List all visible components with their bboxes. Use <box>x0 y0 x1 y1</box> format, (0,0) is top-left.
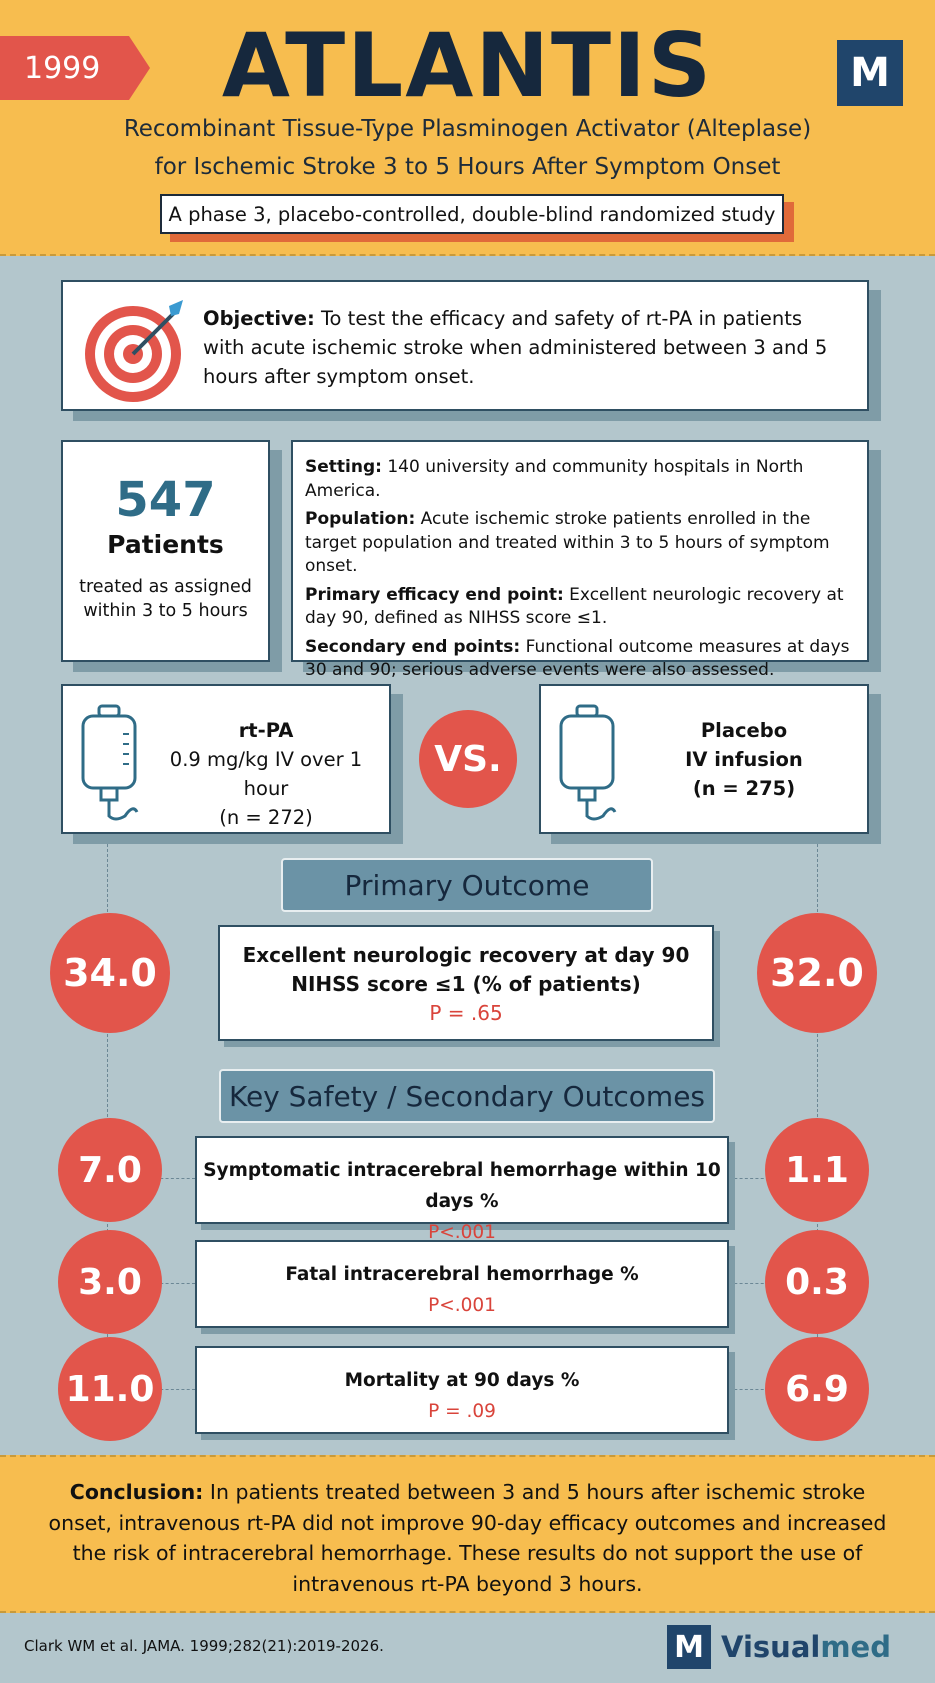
conclusion-text: In patients treated between 3 and 5 hour… <box>48 1480 887 1596</box>
placebo-arm-text: Placebo IV infusion (n = 275) <box>629 716 859 803</box>
iv-bag-icon <box>81 704 139 821</box>
safety-outcome-box: Fatal intracerebral hemorrhage % P<.001 <box>195 1240 729 1328</box>
safety-p-value: P<.001 <box>428 1222 496 1243</box>
detail-text: Acute ischemic stroke patients enrolled … <box>305 509 830 576</box>
rtpa-safety-value: 3.0 <box>58 1230 162 1334</box>
rtpa-primary-value: 34.0 <box>50 913 170 1033</box>
row-connector <box>729 1389 769 1390</box>
primary-outcome-title: Primary Outcome <box>281 858 653 912</box>
objective-card: Objective: To test the efficacy and safe… <box>61 280 869 411</box>
safety-outcomes-title: Key Safety / Secondary Outcomes <box>219 1069 715 1123</box>
detail-label: Population: <box>305 509 416 529</box>
primary-outcome-box: Excellent neurologic recovery at day 90 … <box>218 925 714 1041</box>
safety-outcome-box: Symptomatic intracerebral hemorrhage wit… <box>195 1136 729 1243</box>
target-icon <box>85 300 183 402</box>
row-connector <box>729 1283 769 1284</box>
objective-label: Objective: <box>203 307 315 330</box>
conclusion-label: Conclusion: <box>69 1480 204 1504</box>
rtpa-arm-text: rt-PA 0.9 mg/kg IV over 1 hour (n = 272) <box>151 716 381 832</box>
placebo-arm-dose: IV infusion <box>685 748 803 771</box>
brand-m-icon: M <box>667 1625 712 1669</box>
safety-p-value: P<.001 <box>428 1295 496 1316</box>
brand-name-visual: Visual <box>721 1630 821 1664</box>
placebo-arm-n: (n = 275) <box>692 777 796 800</box>
rtpa-arm-dose: 0.9 mg/kg IV over 1 hour <box>169 748 363 800</box>
safety-p-value: P = .09 <box>428 1401 496 1422</box>
patient-description: treated as assigned within 3 to 5 hours <box>79 577 252 621</box>
page-title: ATLANTIS <box>221 14 714 117</box>
subtitle: Recombinant Tissue-Type Plasminogen Acti… <box>0 110 935 186</box>
objective-body: To test the efficacy and safety of rt-PA… <box>203 307 828 388</box>
row-connector <box>155 1178 195 1179</box>
conclusion: Conclusion: In patients treated between … <box>0 1455 935 1613</box>
safety-outcome-label: Mortality at 90 days % <box>344 1370 580 1391</box>
placebo-safety-value: 6.9 <box>765 1337 869 1441</box>
study-design-label: A phase 3, placebo-controlled, double-bl… <box>160 194 784 234</box>
subtitle-line-1: Recombinant Tissue-Type Plasminogen Acti… <box>123 116 812 142</box>
placebo-arm-name: Placebo <box>700 719 788 742</box>
citation: Clark WM et al. JAMA. 1999;282(21):2019-… <box>24 1637 384 1655</box>
placebo-safety-value: 1.1 <box>765 1118 869 1222</box>
row-connector <box>729 1178 769 1179</box>
detail-text: Excellent neurologic recovery at day 90,… <box>305 584 844 629</box>
detail-label: Setting: <box>305 457 382 477</box>
placebo-safety-value: 0.3 <box>765 1230 869 1334</box>
medicine-logo-icon: M <box>837 40 903 106</box>
vs-badge: VS. <box>419 710 517 808</box>
brand-name-med: med <box>820 1630 891 1664</box>
brand-logo: M Visualmed <box>667 1625 891 1669</box>
subtitle-line-2: for Ischemic Stroke 3 to 5 Hours After S… <box>154 154 781 180</box>
patients-card: 547 Patients treated as assigned within … <box>61 440 270 662</box>
year-tag: 1999 <box>0 36 150 100</box>
detail-population: Population: Acute ischemic stroke patien… <box>305 508 857 579</box>
footer: Clark WM et al. JAMA. 1999;282(21):2019-… <box>0 1613 935 1683</box>
iv-bag-icon <box>559 704 617 821</box>
safety-outcome-box: Mortality at 90 days % P = .09 <box>195 1346 729 1434</box>
detail-text: Functional outcome measures at days 30 a… <box>305 636 850 681</box>
patient-label: Patients <box>107 530 224 559</box>
primary-p-value: P = .65 <box>429 1001 503 1025</box>
rtpa-arm-card: rt-PA 0.9 mg/kg IV over 1 hour (n = 272) <box>61 684 391 834</box>
detail-text: 140 university and community hospitals i… <box>305 457 804 501</box>
safety-outcome-label: Fatal intracerebral hemorrhage % <box>285 1264 639 1285</box>
rtpa-arm-name: rt-PA <box>238 719 294 742</box>
placebo-primary-value: 32.0 <box>757 913 877 1033</box>
detail-label: Primary efficacy end point: <box>305 584 564 605</box>
rtpa-safety-value: 11.0 <box>58 1337 162 1441</box>
objective-text: Objective: To test the efficacy and safe… <box>203 304 843 391</box>
row-connector <box>155 1389 195 1390</box>
placebo-arm-card: Placebo IV infusion (n = 275) <box>539 684 869 834</box>
rtpa-safety-value: 7.0 <box>58 1118 162 1222</box>
brand-name: Visualmed <box>721 1630 891 1664</box>
header: 1999 ATLANTIS M Recombinant Tissue-Type … <box>0 0 935 256</box>
study-details-card: Setting: 140 university and community ho… <box>291 440 869 680</box>
row-connector <box>155 1283 195 1284</box>
rtpa-arm-n: (n = 272) <box>219 806 313 829</box>
detail-primary-endpoint: Primary efficacy end point: Excellent ne… <box>305 584 857 631</box>
safety-outcome-label: Symptomatic intracerebral hemorrhage wit… <box>203 1160 721 1212</box>
primary-outcome-line-1: Excellent neurologic recovery at day 90 <box>242 943 690 967</box>
detail-setting: Setting: 140 university and community ho… <box>305 456 857 503</box>
patient-count: 547 <box>115 472 216 528</box>
primary-outcome-line-2: NIHSS score ≤1 (% of patients) <box>291 972 641 996</box>
detail-label: Secondary end points: <box>305 636 521 657</box>
detail-secondary-endpoints: Secondary end points: Functional outcome… <box>305 636 857 683</box>
